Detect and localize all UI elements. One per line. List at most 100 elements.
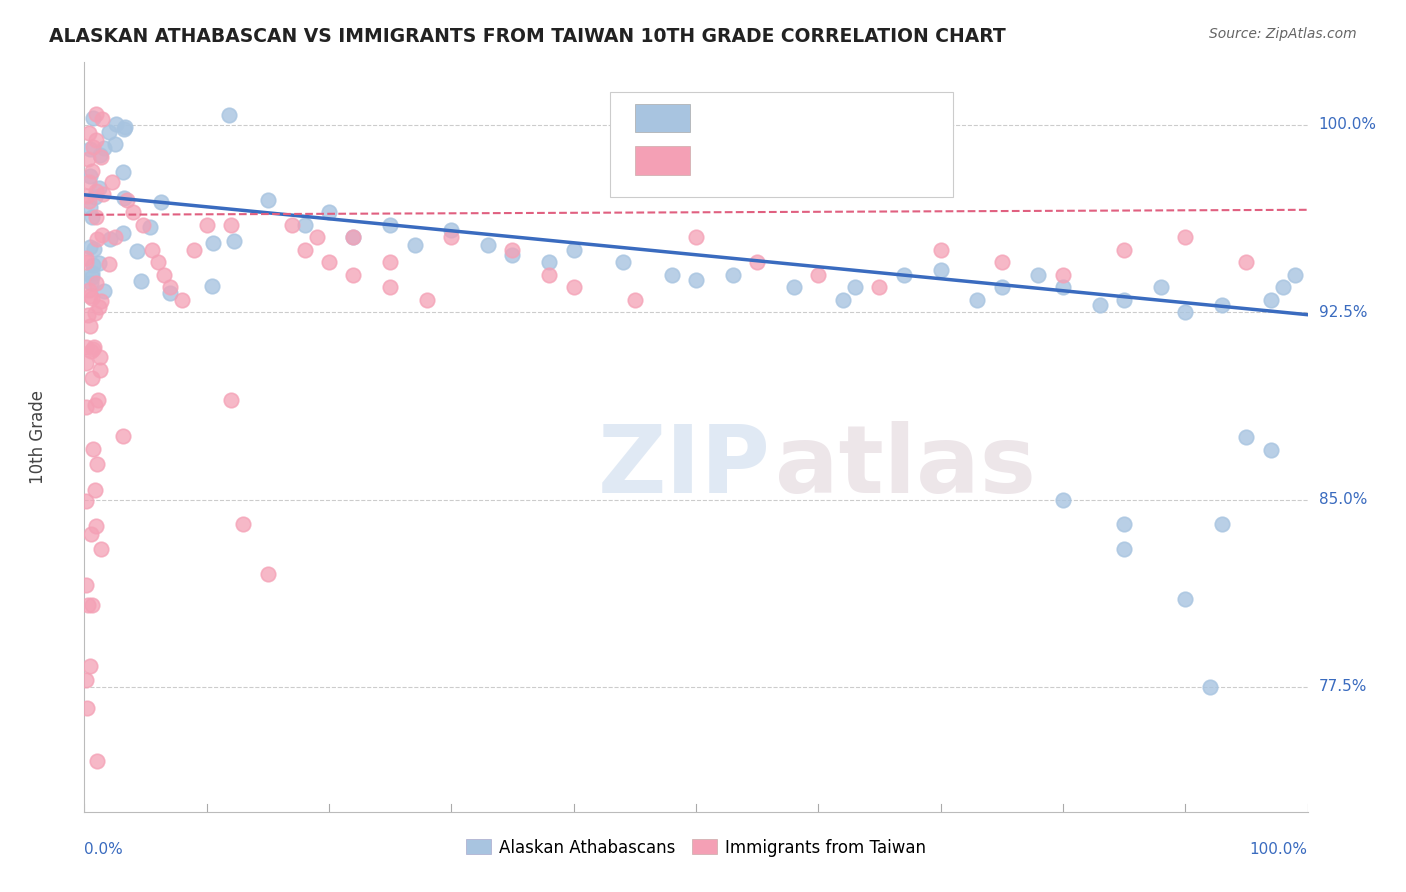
- Point: [76, 188, 98, 202]
- Point: [1272, 280, 1295, 294]
- Point: [79, 289, 101, 303]
- Point: [104, 230, 127, 244]
- Point: [87, 392, 110, 407]
- Point: [86, 211, 108, 225]
- Legend: Alaskan Athabascans, Immigrants from Taiwan: Alaskan Athabascans, Immigrants from Tai…: [458, 832, 934, 863]
- Text: ZIP: ZIP: [598, 421, 770, 513]
- Point: [112, 429, 135, 443]
- Point: [1284, 268, 1306, 282]
- Text: 10th Grade: 10th Grade: [30, 390, 46, 484]
- Point: [416, 293, 439, 307]
- Point: [538, 268, 561, 282]
- Point: [1260, 293, 1282, 307]
- Point: [807, 268, 830, 282]
- Point: [82, 266, 104, 280]
- Point: [75, 578, 97, 592]
- Point: [80, 371, 103, 385]
- Point: [76, 701, 98, 715]
- Point: [172, 293, 194, 307]
- Point: [342, 230, 364, 244]
- Point: [80, 276, 103, 290]
- Point: [201, 278, 224, 293]
- Point: [79, 143, 101, 157]
- Point: [159, 280, 181, 294]
- Text: 100.0%: 100.0%: [1250, 842, 1308, 857]
- Point: [80, 527, 103, 541]
- Point: [404, 237, 426, 252]
- Point: [440, 230, 463, 244]
- Point: [1211, 298, 1233, 312]
- Point: [76, 308, 98, 322]
- Point: [122, 205, 145, 219]
- Point: [75, 493, 97, 508]
- Point: [318, 255, 340, 269]
- Point: [84, 398, 107, 412]
- Point: [86, 232, 108, 246]
- Point: [97, 257, 120, 271]
- Point: [1236, 430, 1258, 444]
- Point: [1052, 268, 1074, 282]
- Point: [80, 343, 103, 358]
- Point: [77, 152, 100, 166]
- Point: [218, 108, 240, 122]
- Point: [1088, 298, 1111, 312]
- Text: ALASKAN ATHABASCAN VS IMMIGRANTS FROM TAIWAN 10TH GRADE CORRELATION CHART: ALASKAN ATHABASCAN VS IMMIGRANTS FROM TA…: [49, 27, 1005, 45]
- Point: [112, 164, 135, 178]
- Text: 100.0%: 100.0%: [1319, 118, 1376, 132]
- Point: [114, 120, 136, 134]
- Point: [1198, 680, 1220, 694]
- Point: [747, 255, 769, 269]
- Point: [90, 150, 112, 164]
- Point: [1260, 442, 1282, 457]
- Point: [90, 542, 112, 557]
- Point: [79, 200, 101, 214]
- Point: [562, 280, 585, 294]
- Point: [1236, 255, 1258, 269]
- Point: [82, 140, 104, 154]
- FancyBboxPatch shape: [636, 103, 690, 132]
- Point: [294, 243, 316, 257]
- Point: [80, 291, 103, 305]
- Point: [624, 293, 647, 307]
- Point: [75, 251, 97, 265]
- Point: [202, 235, 225, 250]
- Point: [83, 483, 105, 497]
- Point: [82, 111, 104, 125]
- Point: [89, 147, 111, 161]
- Point: [89, 363, 111, 377]
- Point: [502, 243, 524, 257]
- Point: [305, 230, 328, 244]
- Point: [224, 235, 246, 249]
- Text: R =  0.002   N = 94: R = 0.002 N = 94: [700, 151, 900, 169]
- Point: [82, 342, 104, 356]
- Point: [75, 400, 97, 414]
- Point: [477, 237, 499, 252]
- Point: [721, 268, 744, 282]
- Point: [685, 230, 707, 244]
- Point: [77, 283, 100, 297]
- Point: [82, 258, 104, 272]
- Point: [257, 193, 280, 207]
- Point: [93, 186, 115, 201]
- Point: [82, 442, 104, 457]
- Point: [75, 673, 97, 687]
- Point: [80, 163, 103, 178]
- Point: [84, 518, 107, 533]
- Point: [90, 294, 112, 309]
- Point: [281, 218, 304, 232]
- Point: [84, 306, 107, 320]
- Text: 92.5%: 92.5%: [1319, 305, 1367, 319]
- Point: [1174, 230, 1197, 244]
- Point: [257, 567, 280, 582]
- Text: 85.0%: 85.0%: [1319, 492, 1367, 507]
- Point: [869, 280, 891, 294]
- Point: [89, 256, 111, 270]
- Point: [844, 280, 866, 294]
- Point: [219, 392, 242, 407]
- Point: [294, 218, 316, 232]
- Point: [1052, 280, 1074, 294]
- Point: [783, 280, 806, 294]
- Point: [195, 218, 218, 232]
- Point: [80, 211, 103, 225]
- Point: [83, 339, 105, 353]
